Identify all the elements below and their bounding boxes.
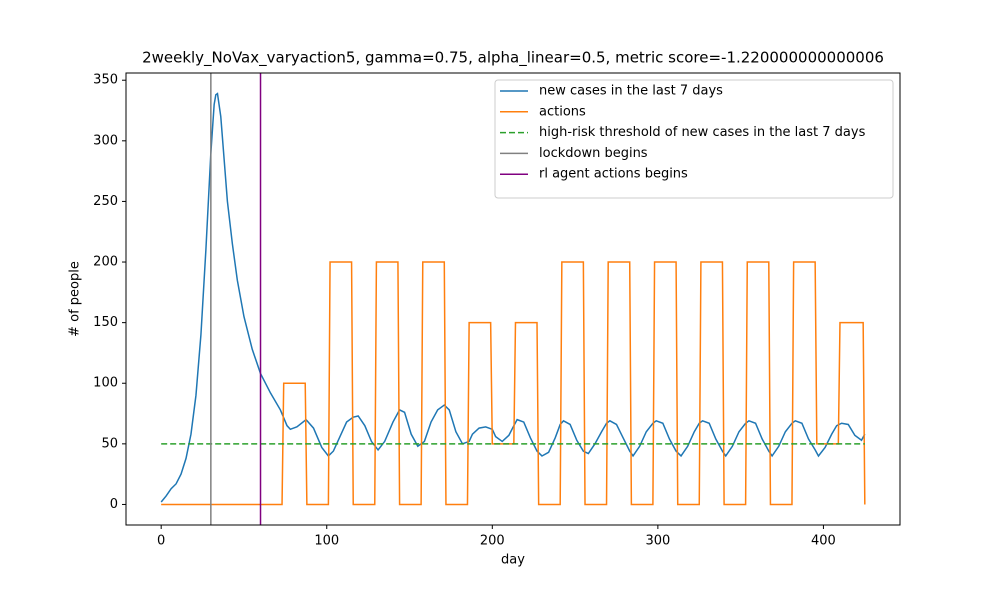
x-axis-label: day — [501, 553, 525, 568]
legend-label: new cases in the last 7 days — [539, 84, 723, 99]
legend-box — [494, 79, 894, 199]
chart-title: 2weekly_NoVax_varyaction5, gamma=0.75, a… — [142, 49, 884, 68]
y-axis-label: # of people — [68, 261, 83, 337]
y-tick-label: 100 — [93, 376, 118, 391]
legend-label: high-risk threshold of new cases in the … — [539, 125, 866, 140]
legend-label: actions — [539, 104, 586, 119]
legend-label: lockdown begins — [539, 146, 648, 161]
x-tick-label: 0 — [157, 534, 165, 549]
y-tick-label: 300 — [93, 133, 118, 148]
legend-label: rl agent actions begins — [539, 167, 688, 182]
x-tick-label: 200 — [480, 534, 505, 549]
plot-frame — [125, 72, 901, 526]
y-tick-label: 350 — [93, 73, 118, 88]
x-tick-label: 400 — [811, 534, 836, 549]
x-tick-label: 100 — [314, 534, 339, 549]
series-line — [160, 92, 866, 503]
y-tick-label: 250 — [93, 194, 118, 209]
y-tick-label: 150 — [93, 315, 118, 330]
y-tick-label: 200 — [93, 255, 118, 270]
y-tick-label: 0 — [110, 497, 118, 512]
series-line — [161, 261, 866, 506]
x-tick-label: 300 — [645, 534, 670, 549]
y-tick-label: 50 — [101, 436, 118, 451]
